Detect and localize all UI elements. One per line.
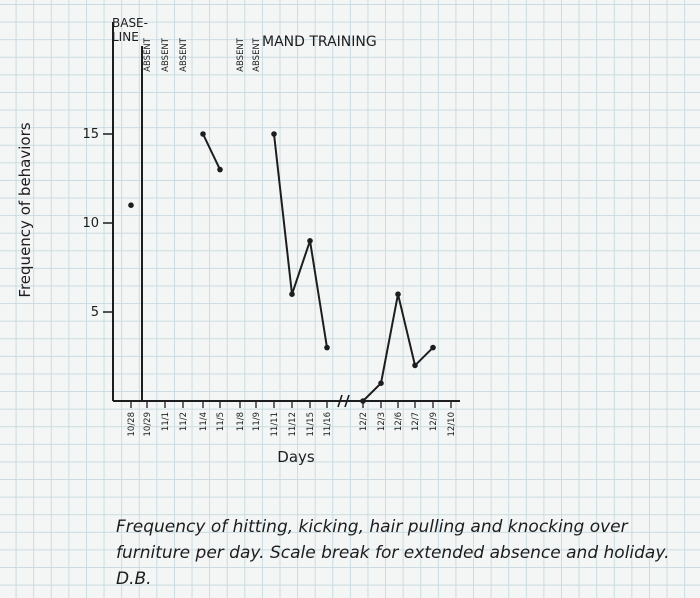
series-points bbox=[128, 131, 436, 404]
data-point bbox=[217, 166, 223, 173]
data-point bbox=[360, 398, 366, 404]
x-tick-label: 12/10 bbox=[447, 412, 457, 437]
x-tick-label: 11/12 bbox=[288, 412, 298, 437]
y-ticks: 5 10 15 bbox=[82, 127, 113, 320]
data-point bbox=[378, 380, 384, 387]
phase-label-baseline-cont: LINE bbox=[112, 30, 139, 44]
x-tick-label: 11/16 bbox=[323, 412, 333, 437]
x-tick-label: 11/2 bbox=[179, 412, 189, 431]
absent-label: ABSENT bbox=[179, 37, 189, 72]
data-point bbox=[395, 291, 401, 298]
y-tick-label: 15 bbox=[82, 127, 99, 142]
x-tick-label: 12/2 bbox=[359, 412, 369, 431]
x-tick-label: 12/6 bbox=[394, 412, 404, 431]
series-line bbox=[362, 293, 434, 402]
absent-label: ABSENT bbox=[161, 37, 171, 72]
phase-label-baseline: BASE- bbox=[112, 16, 148, 30]
absent-label: ABSENT bbox=[236, 37, 246, 72]
x-tick-label: 11/4 bbox=[199, 412, 209, 431]
x-tick-label: 11/11 bbox=[270, 412, 280, 437]
x-ticks: 10/28 10/29 11/1 11/2 11/4 11/5 11/8 11/9 11/11 1… bbox=[127, 401, 457, 437]
x-tick-label: 10/28 bbox=[127, 412, 137, 437]
x-tick-label: 12/3 bbox=[377, 412, 387, 431]
absent-label: ABSENT bbox=[143, 37, 153, 72]
x-tick-label: 11/5 bbox=[216, 412, 226, 431]
phase-label-intervention: MAND TRAINING bbox=[262, 34, 377, 50]
data-point bbox=[412, 362, 418, 369]
x-tick-label: 11/9 bbox=[252, 412, 262, 431]
data-point bbox=[289, 291, 295, 298]
data-point bbox=[128, 202, 134, 208]
data-point bbox=[430, 344, 436, 351]
series-lines bbox=[202, 133, 434, 402]
data-point bbox=[324, 344, 330, 351]
x-tick-label: 12/7 bbox=[411, 412, 421, 431]
figure-caption: Frequency of hitting, kicking, hair pull… bbox=[116, 517, 670, 589]
x-tick-label: 12/9 bbox=[429, 412, 439, 431]
labels: Frequency of behaviors Days BASE-LINE MAND … bbox=[16, 16, 377, 466]
y-axis-label: Frequency of behaviors bbox=[16, 122, 34, 297]
absent-label: ABSENT bbox=[252, 37, 262, 72]
scale-break bbox=[337, 394, 350, 408]
x-tick-label: 11/8 bbox=[236, 412, 246, 431]
scale-break-mark bbox=[344, 394, 350, 408]
axes bbox=[112, 22, 460, 408]
scale-break-mark bbox=[337, 394, 343, 408]
x-tick-label: 11/15 bbox=[306, 412, 316, 437]
x-tick-label: 10/29 bbox=[143, 412, 153, 437]
series-line bbox=[202, 133, 221, 171]
data-point bbox=[200, 131, 206, 137]
series-line bbox=[273, 133, 328, 348]
data-point bbox=[307, 238, 313, 244]
y-tick-label: 5 bbox=[91, 305, 99, 320]
y-tick-label: 10 bbox=[82, 216, 99, 231]
x-tick-label: 11/1 bbox=[161, 412, 171, 431]
x-axis-label: Days bbox=[277, 448, 315, 466]
data-point bbox=[271, 131, 277, 137]
